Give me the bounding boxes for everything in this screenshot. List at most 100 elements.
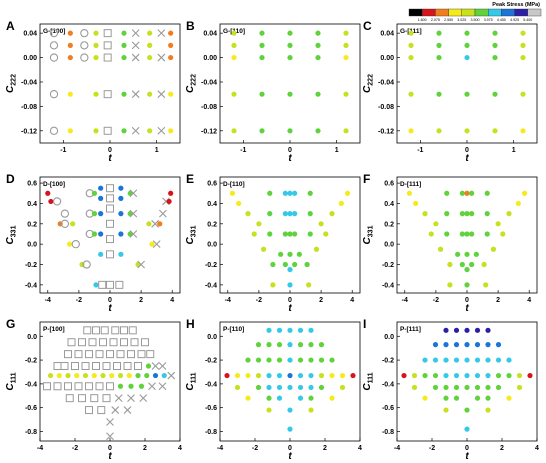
data-point xyxy=(444,190,450,196)
data-point xyxy=(43,382,51,391)
data-point xyxy=(464,42,470,48)
data-point xyxy=(297,342,304,348)
data-point xyxy=(152,240,161,249)
data-point xyxy=(343,128,349,134)
data-point xyxy=(520,42,526,48)
x-tick-label: 0 xyxy=(108,445,112,452)
y-tick-label: 0.6 xyxy=(207,181,217,188)
data-point xyxy=(118,211,124,217)
data-point xyxy=(91,372,97,379)
data-point xyxy=(118,251,124,257)
data-point xyxy=(459,211,465,217)
data-point xyxy=(113,362,121,371)
data-point xyxy=(343,30,349,36)
x-tick-label: 0 xyxy=(108,297,112,304)
x-tick-label: -4 xyxy=(45,297,51,304)
data-point xyxy=(464,266,470,273)
y-tick-label: -0.2 xyxy=(25,262,37,269)
data-point xyxy=(401,372,407,379)
data-point xyxy=(95,382,104,391)
data-point xyxy=(128,383,134,389)
panel-i: I P-[111] 0.0 -0.2 -0.4 -0.6 -0.8 -4 -2 0 2 4 t C111 xyxy=(362,317,539,462)
data-point xyxy=(47,372,54,379)
data-point xyxy=(297,357,304,363)
data-point xyxy=(100,326,109,335)
x-tick-label: 2 xyxy=(143,445,147,452)
data-point xyxy=(131,41,140,50)
data-point xyxy=(266,384,272,391)
data-point xyxy=(81,362,90,371)
data-point xyxy=(49,41,59,50)
data-point xyxy=(114,394,123,403)
data-point xyxy=(129,209,138,218)
data-point xyxy=(231,42,237,48)
panel-d: D D-[100] 0.6 0.4 0.2 0.0 -0.2 -0.4 -4 -2 0 2 4 t C331 xyxy=(5,172,181,314)
data-point xyxy=(287,91,293,97)
y-axis-label-subscript: 111 xyxy=(11,372,18,383)
data-point xyxy=(469,190,475,196)
data-point xyxy=(85,350,93,359)
data-point xyxy=(121,128,127,134)
data-point xyxy=(78,394,86,403)
data-point xyxy=(106,184,114,193)
data-point xyxy=(443,395,449,401)
data-point xyxy=(443,407,449,413)
data-point xyxy=(406,190,413,196)
data-point xyxy=(484,211,490,217)
inset-label: D-[111] xyxy=(400,181,421,188)
colorbar-tick-label: 3.500 xyxy=(471,18,480,22)
data-point xyxy=(307,211,313,217)
inset-label: P-[111] xyxy=(400,326,421,333)
data-point xyxy=(145,363,152,369)
y-axis-label-main: C xyxy=(362,383,373,391)
y-tick-label: 0.6 xyxy=(384,181,394,188)
data-point xyxy=(95,350,104,359)
data-point xyxy=(287,407,293,413)
colorbar-swatch xyxy=(527,8,542,17)
data-point xyxy=(287,357,293,363)
y-axis-label-subscript: 222 xyxy=(191,74,198,86)
x-tick-label: 1 xyxy=(155,147,159,154)
data-point xyxy=(444,231,450,237)
x-tick-label: -1 xyxy=(60,147,66,154)
x-tick-label: -2 xyxy=(256,297,262,304)
y-tick-label: -0.12 xyxy=(378,128,394,135)
data-point xyxy=(78,338,86,347)
data-point xyxy=(255,342,262,348)
data-point xyxy=(276,384,283,391)
data-point xyxy=(151,219,159,228)
data-point xyxy=(287,372,293,379)
data-point xyxy=(56,372,62,379)
data-point xyxy=(49,90,59,99)
data-point xyxy=(495,342,502,348)
data-point xyxy=(474,372,481,379)
data-point xyxy=(453,372,460,379)
data-point xyxy=(231,128,237,134)
colorbar-swatch xyxy=(448,8,463,17)
data-point xyxy=(106,432,114,441)
colorbar-tick-label: 3.975 xyxy=(484,18,493,22)
data-point xyxy=(91,211,98,217)
data-point xyxy=(437,246,444,252)
data-point xyxy=(318,221,324,227)
inset-label: D-[100] xyxy=(43,181,65,188)
data-point xyxy=(139,394,148,403)
data-point xyxy=(443,372,449,379)
data-point xyxy=(102,394,111,403)
data-point xyxy=(315,91,321,97)
y-axis-label: C222 xyxy=(5,74,18,93)
data-point xyxy=(464,384,470,391)
y-tick-label: -0.08 xyxy=(201,104,217,111)
data-point xyxy=(103,90,112,99)
data-point xyxy=(297,372,304,379)
y-tick-label: 0.00 xyxy=(23,55,37,62)
y-axis-label-subscript: 331 xyxy=(11,225,18,237)
x-axis-label: t xyxy=(288,451,292,462)
data-point xyxy=(339,384,346,391)
data-point xyxy=(287,426,293,432)
data-point xyxy=(134,362,142,371)
data-point xyxy=(495,384,502,391)
data-point xyxy=(292,261,298,268)
data-point xyxy=(100,372,106,379)
data-point xyxy=(135,372,141,379)
